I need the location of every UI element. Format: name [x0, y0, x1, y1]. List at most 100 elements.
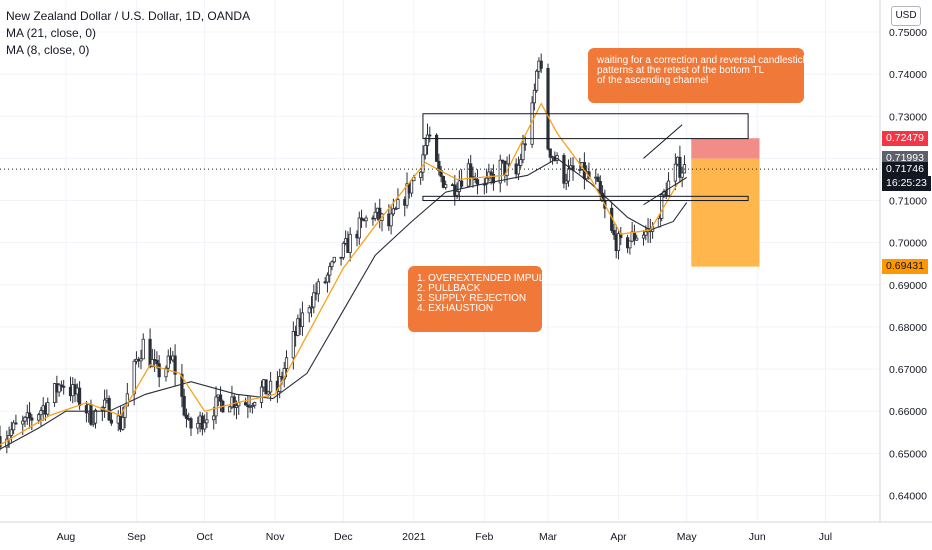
candle-body: [535, 70, 539, 91]
candle-body: [300, 312, 305, 328]
candle-body: [246, 404, 250, 408]
candle-body: [564, 180, 568, 184]
candle-body: [519, 159, 523, 166]
time-axis[interactable]: Aug Sep Oct Nov Dec 2021 Feb Mar Apr May Jun Jul: [57, 531, 833, 543]
candle-body: [232, 396, 236, 408]
candle-body: [373, 211, 377, 219]
candle-body: [218, 394, 223, 402]
symbol-title[interactable]: New Zealand Dollar / U.S. Dollar, 1D, OA…: [6, 9, 251, 23]
candle-body: [641, 234, 646, 239]
time-tick-label: Sep: [127, 531, 146, 543]
candle-body: [46, 402, 50, 415]
supply-range-box: [422, 113, 749, 140]
candle-body: [205, 419, 209, 424]
candle-body: [264, 379, 268, 395]
candle-body: [148, 338, 152, 368]
candle-body: [109, 419, 114, 424]
candle-body: [332, 256, 336, 263]
note-line: of the ascending channel: [597, 75, 709, 86]
candle-body: [184, 414, 189, 419]
candle-body: [59, 384, 63, 387]
candle-body: [309, 306, 314, 309]
candle-body: [328, 266, 332, 276]
candle-body: [212, 415, 216, 421]
candle-body: [77, 387, 82, 407]
candle-body: [157, 363, 161, 378]
candle-body: [680, 172, 684, 178]
candle-body: [27, 412, 32, 419]
analysis-note-list[interactable]: 1. OVEREXTENDED IMPULSE 2. PULLBACK 3. S…: [408, 266, 558, 332]
candle-body: [307, 307, 311, 314]
price-tick-label: 0.75000: [889, 27, 927, 39]
ma21-legend[interactable]: MA (21, close, 0): [6, 26, 97, 40]
candle-body: [660, 194, 664, 219]
ma8-line: [0, 102, 688, 446]
ma8-legend[interactable]: MA (8, close, 0): [6, 43, 90, 57]
price-tick-label: 0.73000: [889, 111, 927, 123]
candle-body: [9, 429, 13, 436]
candle-body: [405, 183, 409, 206]
candle-body: [182, 395, 186, 416]
candle-body: [248, 406, 252, 408]
candle-body: [673, 163, 677, 182]
price-axis[interactable]: 0.64000 0.65000 0.66000 0.67000 0.68000 0.690…: [889, 27, 927, 502]
price-tick-label: 0.70000: [889, 238, 927, 250]
candle-body: [180, 373, 184, 397]
candle-body: [657, 217, 662, 228]
candle-body: [250, 404, 255, 407]
candle-body: [21, 420, 25, 425]
candle-body: [364, 217, 368, 222]
analysis-note-retest[interactable]: waiting for a correction and reversal ca…: [588, 48, 808, 103]
candle-body: [391, 208, 395, 215]
candle-body: [173, 355, 177, 375]
candle-body: [243, 402, 248, 406]
price-tick-label: 0.71000: [889, 196, 927, 208]
channel-bottom-line: [643, 176, 687, 206]
candle-body: [93, 409, 98, 424]
candle-body: [203, 422, 207, 430]
candle-body: [635, 237, 639, 241]
candle-body: [419, 171, 423, 178]
currency-selector[interactable]: USD: [891, 6, 921, 26]
candle-body: [475, 179, 480, 185]
target-price-tag: 0.69431: [882, 259, 928, 275]
note-line: 4. EXHAUSTION: [417, 303, 494, 314]
note-line: waiting for a correction and reversal ca…: [597, 55, 808, 66]
candle-body: [516, 165, 521, 175]
candle-body: [253, 402, 257, 406]
time-tick-label: Oct: [196, 531, 212, 543]
time-tick-label: Dec: [334, 531, 353, 543]
candle-body: [325, 274, 330, 283]
candle-body: [423, 145, 427, 156]
candle-body: [548, 148, 552, 158]
candle-body: [341, 242, 345, 258]
candle-body: [282, 368, 286, 380]
candle-body: [123, 405, 127, 418]
candle-body: [166, 355, 170, 369]
candle-body: [357, 217, 361, 239]
candle-body: [678, 156, 682, 178]
candle-body: [389, 213, 393, 227]
candle-body: [164, 367, 168, 378]
candle-body: [139, 358, 143, 362]
price-tick-label: 0.74000: [889, 69, 927, 81]
time-tick-label: 2021: [402, 531, 426, 543]
note-line: 1. OVEREXTENDED IMPULSE: [417, 273, 558, 284]
candle-body: [532, 89, 536, 104]
time-tick-label: Apr: [610, 531, 627, 543]
candle-body: [91, 422, 95, 425]
candle-body: [644, 231, 648, 236]
candle-body: [259, 386, 264, 403]
chart-grid: [0, 0, 880, 522]
bar-countdown-tag: 16:25:23: [882, 175, 931, 191]
candle-body: [596, 176, 600, 182]
candle-body: [598, 181, 602, 194]
stop-loss-zone: [691, 138, 760, 159]
candle-body: [214, 396, 218, 417]
candle-body: [444, 184, 448, 188]
candle-body: [14, 422, 18, 425]
candle-body: [498, 159, 502, 184]
candle-body: [57, 384, 61, 393]
note-line: patterns at the retest of the bottom TL: [597, 65, 765, 76]
